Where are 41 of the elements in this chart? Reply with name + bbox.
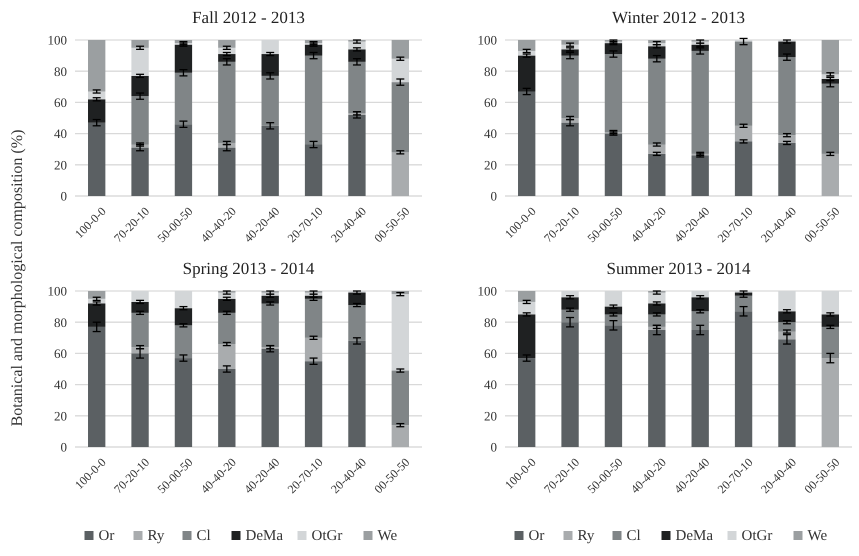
y-tick-label: 40 bbox=[484, 126, 497, 142]
legend-label: Or bbox=[98, 528, 114, 544]
y-tick-label: 100 bbox=[48, 32, 67, 48]
legend-label: Ry bbox=[578, 528, 595, 544]
legend-label: Cl bbox=[626, 528, 641, 544]
chart-title: Fall 2012 - 2013 bbox=[192, 8, 305, 27]
y-tick-label: 100 bbox=[478, 284, 497, 299]
y-tick-label: 60 bbox=[484, 94, 497, 110]
y-axis-title: Botanical and morphological composition (%) bbox=[9, 130, 26, 426]
y-tick-label: 80 bbox=[54, 64, 67, 79]
y-tick-label: 20 bbox=[484, 408, 497, 424]
legend-label: Ry bbox=[148, 528, 165, 544]
legend-label: DeMa bbox=[246, 528, 284, 544]
y-tick-label: 40 bbox=[54, 126, 67, 142]
y-tick-label: 0 bbox=[490, 188, 497, 204]
legend-label: Cl bbox=[196, 528, 211, 544]
y-tick-label: 60 bbox=[54, 94, 67, 110]
chart-title: Summer 2013 - 2014 bbox=[606, 259, 752, 278]
legend-label: OtGr bbox=[742, 528, 772, 544]
y-tick-label: 40 bbox=[484, 377, 497, 392]
chart-title: Winter 2012 - 2013 bbox=[612, 8, 745, 27]
chart-title: Spring 2013 - 2014 bbox=[182, 259, 315, 278]
y-tick-label: 0 bbox=[60, 188, 67, 204]
y-tick-label: 20 bbox=[54, 157, 67, 172]
y-tick-label: 80 bbox=[484, 64, 497, 79]
y-tick-label: 0 bbox=[60, 440, 67, 455]
y-tick-label: 100 bbox=[478, 32, 497, 48]
legend-label: We bbox=[808, 528, 828, 544]
legend-label: We bbox=[378, 528, 398, 544]
legend-label: OtGr bbox=[312, 528, 342, 544]
y-tick-label: 40 bbox=[54, 377, 67, 392]
y-tick-label: 60 bbox=[54, 346, 67, 361]
y-tick-label: 100 bbox=[48, 284, 67, 299]
legend-label: DeMa bbox=[676, 528, 714, 544]
y-tick-label: 60 bbox=[484, 346, 497, 361]
y-tick-label: 20 bbox=[54, 408, 67, 424]
y-tick-label: 20 bbox=[484, 157, 497, 172]
legend-label: Or bbox=[528, 528, 544, 544]
y-tick-label: 80 bbox=[54, 314, 67, 330]
y-tick-label: 0 bbox=[490, 440, 497, 455]
y-tick-label: 80 bbox=[484, 314, 497, 330]
